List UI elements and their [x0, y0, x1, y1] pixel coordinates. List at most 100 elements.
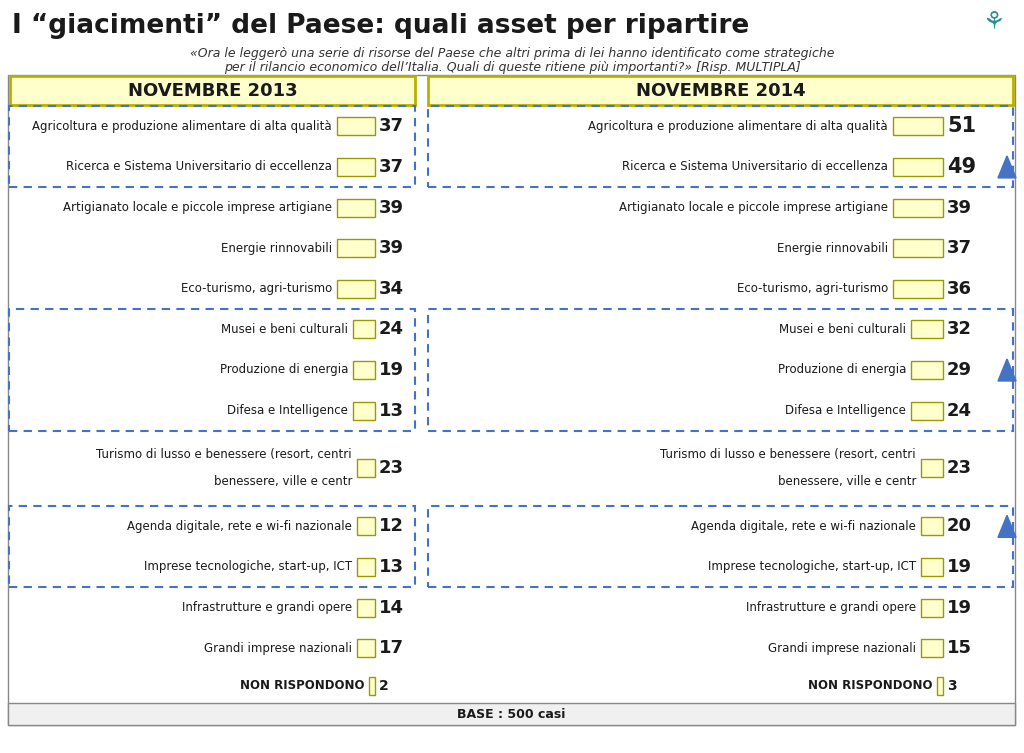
Text: 51: 51 — [947, 116, 976, 136]
Text: per il rilancio economico dell’Italia. Quali di queste ritiene più importanti?» : per il rilancio economico dell’Italia. Q… — [223, 61, 801, 74]
Polygon shape — [998, 515, 1016, 538]
Bar — [369, 677, 375, 695]
Text: Artigianato locale e piccole imprese artigiane: Artigianato locale e piccole imprese art… — [618, 201, 888, 214]
Text: Imprese tecnologiche, start-up, ICT: Imprese tecnologiche, start-up, ICT — [144, 560, 352, 574]
Bar — [353, 320, 375, 338]
Text: Artigianato locale e piccole imprese artigiane: Artigianato locale e piccole imprese art… — [63, 201, 332, 214]
Text: 17: 17 — [379, 639, 404, 657]
Bar — [337, 158, 375, 176]
Text: 20: 20 — [947, 517, 972, 535]
Bar — [921, 558, 943, 576]
Bar — [911, 320, 943, 338]
Bar — [337, 239, 375, 257]
Bar — [357, 558, 375, 576]
Text: 3: 3 — [947, 678, 956, 693]
Text: 19: 19 — [947, 558, 972, 576]
Text: 23: 23 — [379, 459, 404, 477]
Text: 39: 39 — [379, 199, 404, 217]
Text: Grandi imprese nazionali: Grandi imprese nazionali — [768, 642, 916, 654]
Bar — [357, 459, 375, 477]
Text: Turismo di lusso e benessere (resort, centri: Turismo di lusso e benessere (resort, ce… — [96, 449, 352, 462]
Text: NOVEMBRE 2014: NOVEMBRE 2014 — [636, 81, 805, 99]
Text: 37: 37 — [379, 158, 404, 176]
Bar — [428, 309, 1013, 431]
Text: Agricoltura e produzione alimentare di alta qualità: Agricoltura e produzione alimentare di a… — [33, 120, 332, 133]
Polygon shape — [998, 156, 1016, 178]
Text: Musei e beni culturali: Musei e beni culturali — [779, 323, 906, 336]
Text: Energie rinnovabili: Energie rinnovabili — [777, 242, 888, 255]
Text: 13: 13 — [379, 401, 404, 419]
Text: Turismo di lusso e benessere (resort, centri: Turismo di lusso e benessere (resort, ce… — [660, 449, 916, 462]
Bar — [911, 361, 943, 379]
Bar — [9, 106, 415, 187]
Bar — [921, 459, 943, 477]
Text: 39: 39 — [379, 239, 404, 257]
Text: Infrastrutture e grandi opere: Infrastrutture e grandi opere — [745, 601, 916, 614]
Bar — [357, 639, 375, 657]
Text: 39: 39 — [947, 199, 972, 217]
Text: «Ora le leggerò una serie di risorse del Paese che altri prima di lei hanno iden: «Ora le leggerò una serie di risorse del… — [189, 47, 835, 60]
Text: 24: 24 — [379, 320, 404, 338]
Text: Eco-turismo, agri-turismo: Eco-turismo, agri-turismo — [181, 282, 332, 295]
Bar — [9, 506, 415, 587]
Bar — [428, 506, 1013, 587]
Text: Difesa e Intelligence: Difesa e Intelligence — [227, 404, 348, 417]
Bar — [428, 76, 1013, 105]
Text: Agenda digitale, rete e wi-fi nazionale: Agenda digitale, rete e wi-fi nazionale — [691, 520, 916, 533]
Text: 37: 37 — [379, 117, 404, 136]
Bar — [10, 76, 415, 105]
Bar — [893, 158, 943, 176]
Bar — [921, 599, 943, 617]
Bar — [921, 517, 943, 535]
Text: benessere, ville e centr: benessere, ville e centr — [213, 475, 352, 489]
Bar — [893, 280, 943, 297]
Text: 14: 14 — [379, 599, 404, 617]
Bar — [893, 239, 943, 257]
Bar — [911, 401, 943, 419]
Bar — [8, 75, 1015, 725]
Bar — [357, 517, 375, 535]
Text: Grandi imprese nazionali: Grandi imprese nazionali — [204, 642, 352, 654]
Bar — [9, 309, 415, 431]
Polygon shape — [998, 359, 1016, 381]
Bar — [893, 199, 943, 217]
Bar — [937, 677, 943, 695]
Bar — [337, 280, 375, 297]
Text: benessere, ville e centr: benessere, ville e centr — [777, 475, 916, 489]
Text: Ricerca e Sistema Universitario di eccellenza: Ricerca e Sistema Universitario di eccel… — [623, 160, 888, 173]
Text: Ricerca e Sistema Universitario di eccellenza: Ricerca e Sistema Universitario di eccel… — [67, 160, 332, 173]
Bar — [337, 199, 375, 217]
Text: 2: 2 — [379, 678, 389, 693]
Text: Difesa e Intelligence: Difesa e Intelligence — [785, 404, 906, 417]
Text: Musei e beni culturali: Musei e beni culturali — [221, 323, 348, 336]
Text: 12: 12 — [379, 517, 404, 535]
Text: 23: 23 — [947, 459, 972, 477]
Text: 37: 37 — [947, 239, 972, 257]
Text: Produzione di energia: Produzione di energia — [219, 364, 348, 376]
Text: 49: 49 — [947, 157, 976, 177]
Text: 29: 29 — [947, 361, 972, 379]
Bar — [8, 703, 1015, 725]
Text: Energie rinnovabili: Energie rinnovabili — [221, 242, 332, 255]
Text: NOVEMBRE 2013: NOVEMBRE 2013 — [128, 81, 297, 99]
Text: 15: 15 — [947, 639, 972, 657]
Text: 36: 36 — [947, 280, 972, 297]
Text: 13: 13 — [379, 558, 404, 576]
Text: BASE : 500 casi: BASE : 500 casi — [458, 708, 565, 721]
Bar — [428, 106, 1013, 187]
Text: NON RISPONDONO: NON RISPONDONO — [808, 679, 932, 692]
Bar — [921, 639, 943, 657]
Text: 32: 32 — [947, 320, 972, 338]
Text: I “giacimenti” del Paese: quali asset per ripartire: I “giacimenti” del Paese: quali asset pe… — [12, 13, 750, 39]
Text: 19: 19 — [379, 361, 404, 379]
Text: Infrastrutture e grandi opere: Infrastrutture e grandi opere — [182, 601, 352, 614]
Bar — [893, 117, 943, 136]
Text: Produzione di energia: Produzione di energia — [777, 364, 906, 376]
Text: Imprese tecnologiche, start-up, ICT: Imprese tecnologiche, start-up, ICT — [708, 560, 916, 574]
Text: 34: 34 — [379, 280, 404, 297]
Text: Eco-turismo, agri-turismo: Eco-turismo, agri-turismo — [736, 282, 888, 295]
Text: 19: 19 — [947, 599, 972, 617]
Bar — [353, 401, 375, 419]
Text: NON RISPONDONO: NON RISPONDONO — [240, 679, 364, 692]
Text: 24: 24 — [947, 401, 972, 419]
